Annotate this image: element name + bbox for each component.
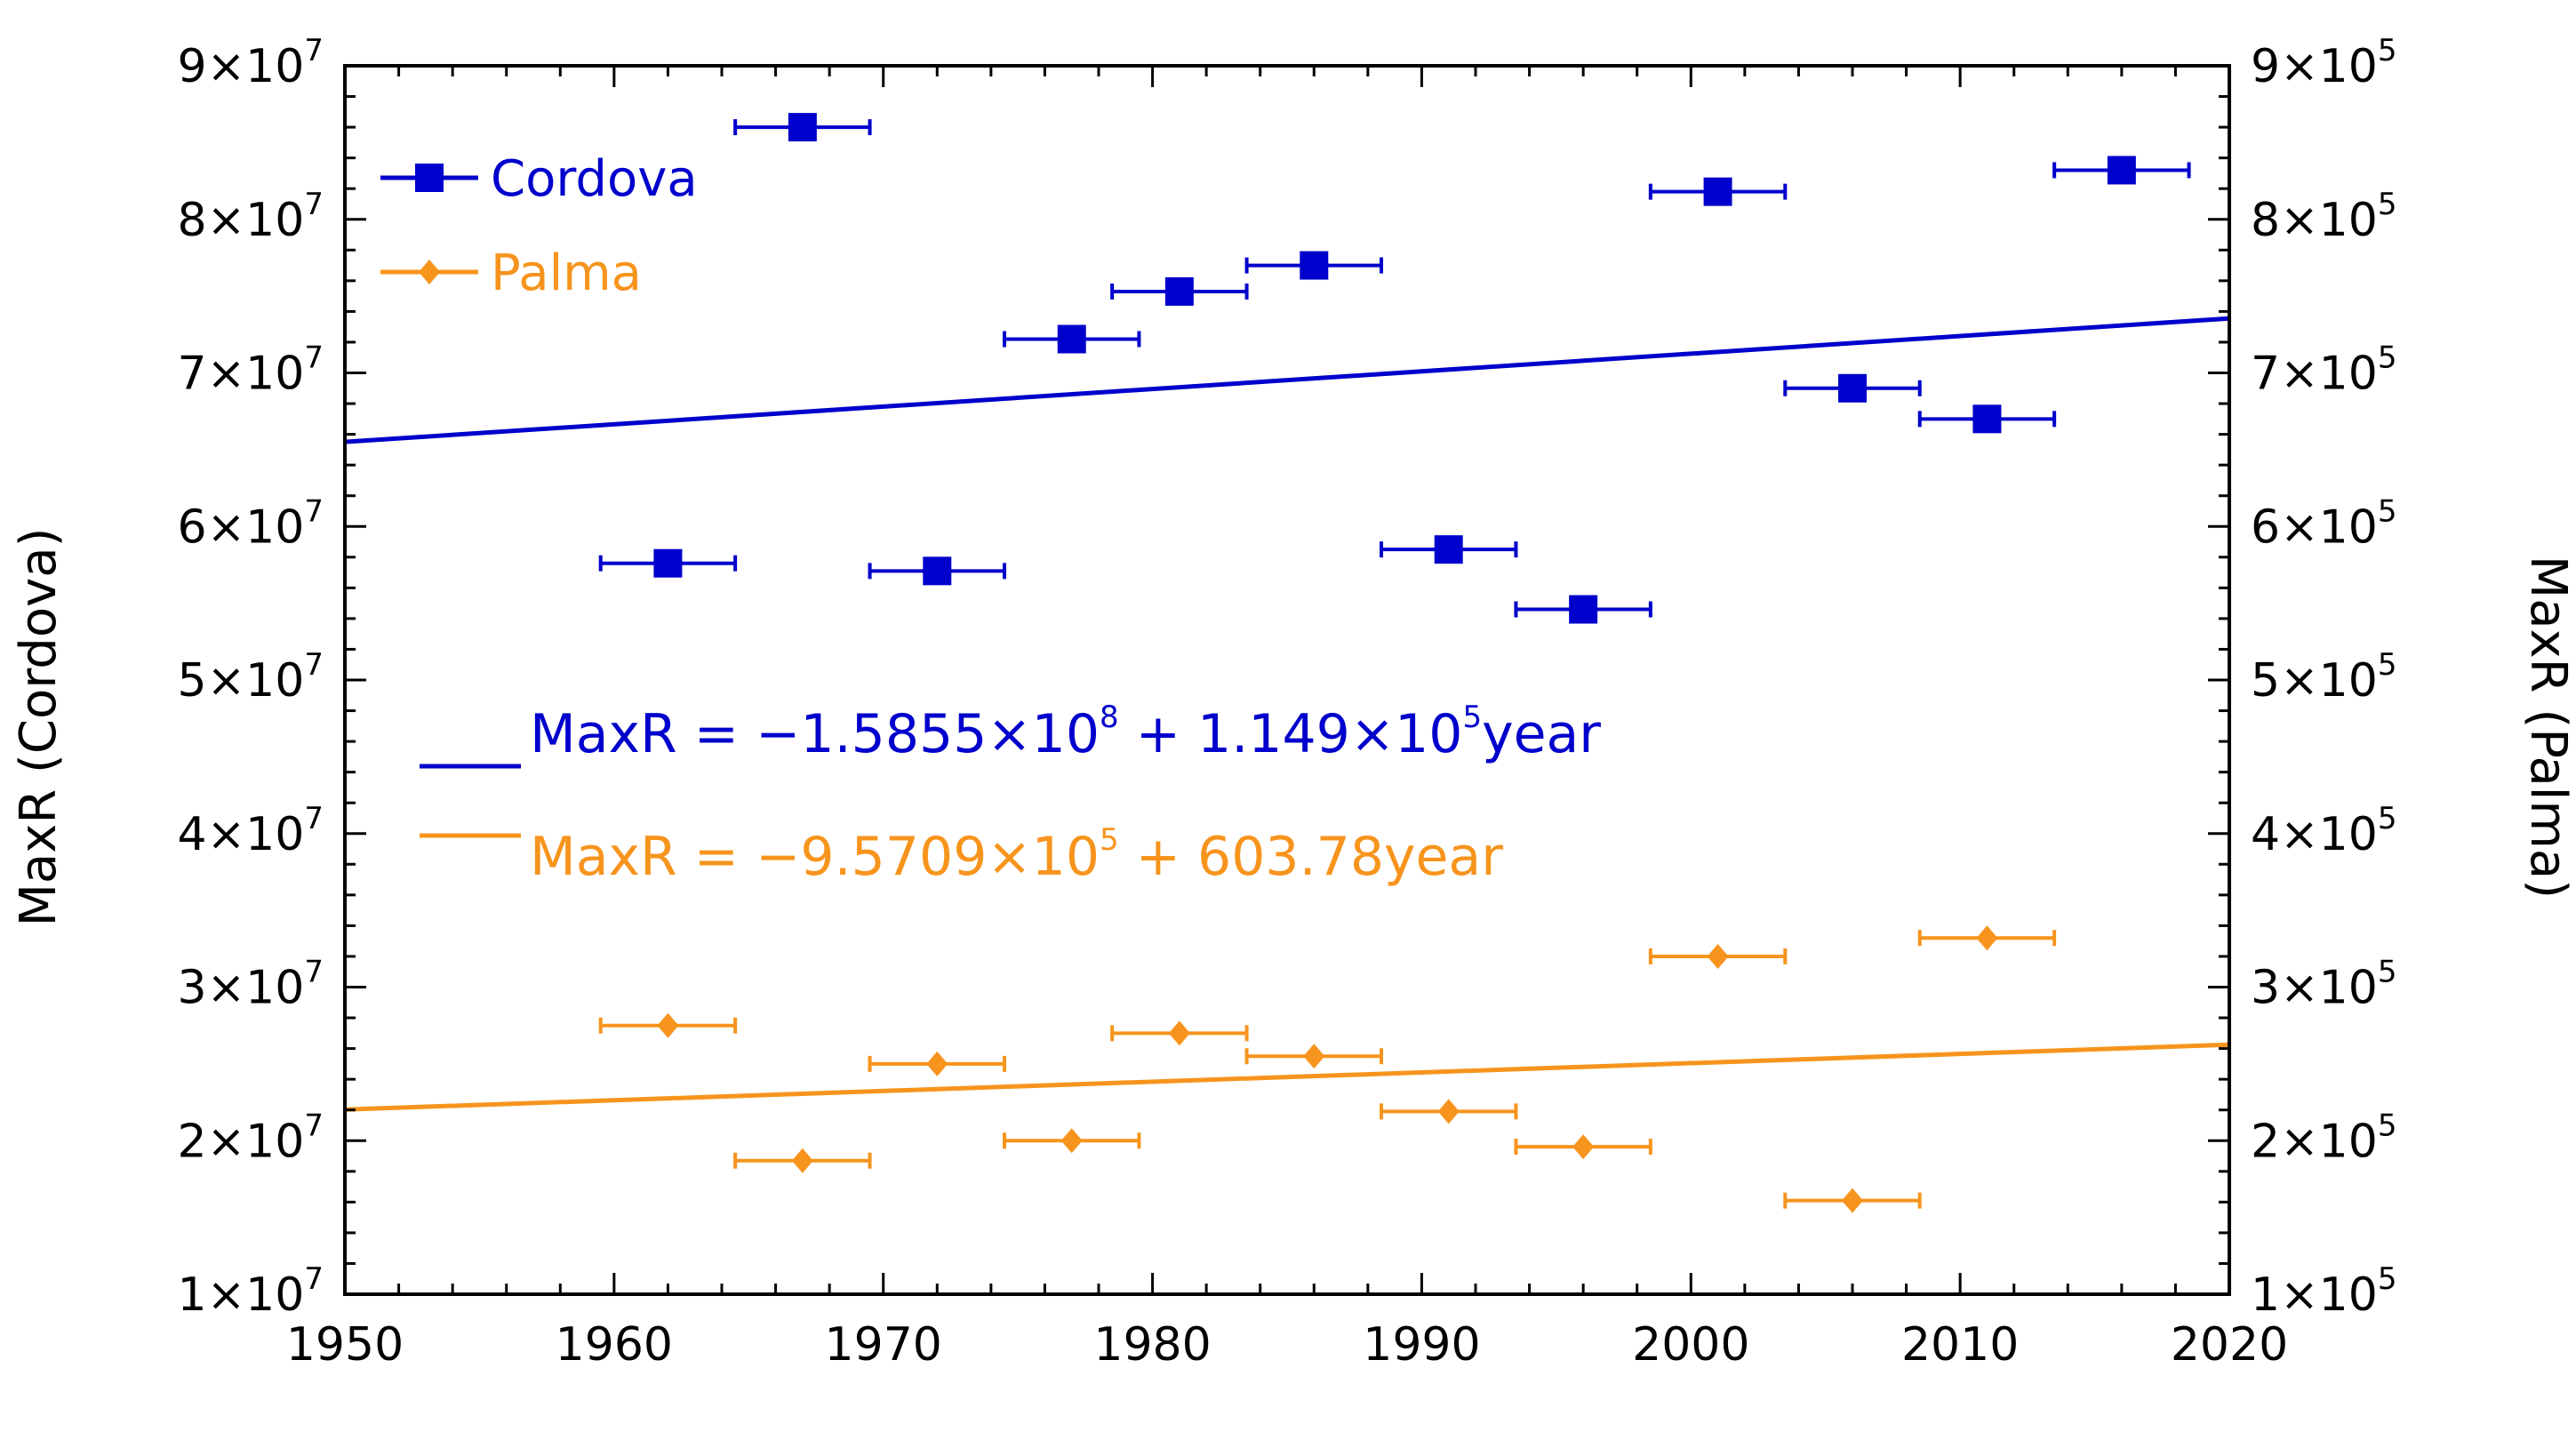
data-point xyxy=(1303,1044,1325,1069)
data-point xyxy=(653,548,683,578)
fit-line xyxy=(344,1042,2230,1112)
x-tick-label: 1980 xyxy=(1093,1318,1211,1372)
y-right-tick-label: 6×105 xyxy=(2251,493,2396,554)
data-point xyxy=(1838,373,1867,403)
y-left-tick-label: 1×107 xyxy=(178,1261,324,1322)
data-point xyxy=(791,1148,813,1173)
y-right-tick-label: 8×105 xyxy=(2251,187,2396,247)
data-point xyxy=(788,113,817,142)
x-tick-label: 2020 xyxy=(2171,1318,2288,1372)
y-right-tick-label: 5×105 xyxy=(2251,647,2396,708)
y-right-tick-label: 3×105 xyxy=(2251,955,2396,1015)
data-point xyxy=(1300,251,1329,280)
legend-label: Palma xyxy=(491,244,642,302)
data-point xyxy=(1168,1020,1190,1046)
y-right-tick-label: 7×105 xyxy=(2251,340,2396,401)
y-left-tick-label: 3×107 xyxy=(178,955,324,1015)
data-point xyxy=(1437,1099,1460,1124)
x-tick-label: 2000 xyxy=(1632,1318,1749,1372)
x-tick-label: 1960 xyxy=(556,1318,673,1372)
y-right-tick-label: 4×105 xyxy=(2251,801,2396,861)
data-point xyxy=(1972,404,2002,434)
data-point xyxy=(1976,925,1998,951)
x-tick-label: 2010 xyxy=(1901,1318,2019,1372)
data-point xyxy=(657,1012,679,1038)
y-left-tick-label: 2×107 xyxy=(178,1108,324,1168)
fit-equation: MaxR = −1.5855×108 + 1.149×105year xyxy=(530,700,1601,765)
fit-equation: MaxR = −9.5709×105 + 603.78year xyxy=(530,822,1503,888)
y-left-tick-label: 6×107 xyxy=(178,493,324,554)
data-point xyxy=(1434,535,1463,564)
data-point xyxy=(1703,177,1732,206)
data-point xyxy=(1842,1188,1863,1213)
data-point xyxy=(926,1051,948,1076)
data-point xyxy=(923,556,952,586)
data-point xyxy=(1707,943,1729,969)
data-point xyxy=(1572,1134,1595,1160)
y-left-tick-label: 9×107 xyxy=(178,33,324,93)
legend-marker xyxy=(419,260,440,284)
data-point xyxy=(2107,156,2136,185)
y-right-tick-label: 1×105 xyxy=(2251,1261,2396,1322)
data-point xyxy=(1569,595,1598,624)
data-point xyxy=(1060,1128,1083,1154)
y-left-tick-label: 8×107 xyxy=(178,187,324,247)
x-tick-label: 1990 xyxy=(1363,1318,1480,1372)
y-right-tick-label: 9×105 xyxy=(2251,33,2396,93)
legend-marker xyxy=(415,164,444,192)
y-right-tick-label: 2×105 xyxy=(2251,1108,2396,1168)
y-left-tick-label: 4×107 xyxy=(178,801,324,861)
x-tick-label: 1970 xyxy=(825,1318,942,1372)
left-axis-title: MaxR (Cordova) xyxy=(10,528,68,927)
x-tick-label: 1950 xyxy=(286,1318,404,1372)
right-axis-title: MaxR (Palma) xyxy=(2519,556,2576,899)
legend-label: Cordova xyxy=(491,150,698,208)
y-left-tick-label: 5×107 xyxy=(178,647,324,708)
data-point xyxy=(1057,324,1086,354)
y-left-tick-label: 7×107 xyxy=(178,340,324,401)
data-point xyxy=(1164,276,1194,306)
fit-line xyxy=(344,316,2230,444)
